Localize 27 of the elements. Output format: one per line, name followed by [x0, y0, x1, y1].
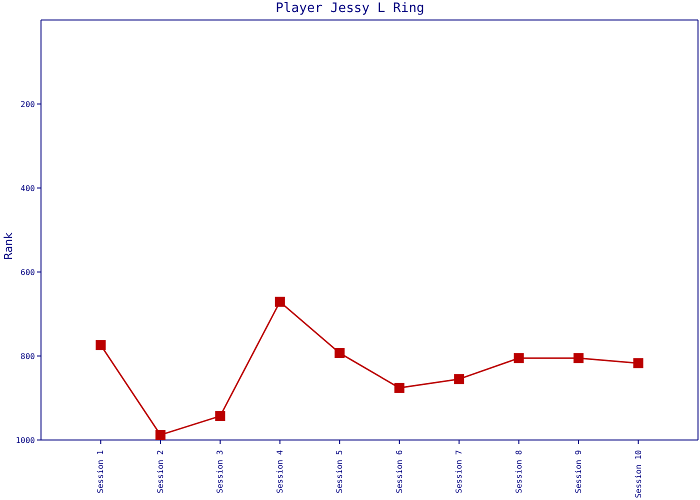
x-tick-label: Session 7	[454, 450, 464, 494]
point	[215, 411, 226, 422]
x-tick-label: Session 9	[574, 450, 584, 494]
point	[454, 374, 464, 384]
y-axis-title: Rank	[2, 232, 16, 260]
point	[574, 353, 584, 364]
point	[633, 358, 644, 368]
point	[394, 382, 404, 393]
point	[334, 348, 345, 358]
y-tick-label: 1000	[16, 436, 36, 445]
point	[274, 296, 285, 307]
point	[514, 353, 524, 364]
point	[96, 340, 106, 350]
y-tick-label: 200	[20, 100, 36, 109]
x-tick-label: Session 10	[634, 450, 643, 498]
point	[155, 430, 166, 440]
chart-title: Player Jessy L Ring	[274, 0, 426, 18]
x-tick-label: Session 4	[275, 450, 284, 494]
x-tick-label: Session 6	[394, 450, 404, 494]
x-tick-label: Session 5	[335, 450, 344, 494]
x-tick-label: Session 3	[216, 450, 225, 494]
x-tick-label: Session 2	[156, 450, 165, 494]
y-tick-label: 600	[20, 268, 36, 277]
x-tick-label: Session 8	[514, 450, 524, 494]
x-tick-label: Session 1	[96, 450, 106, 494]
y-tick-label: 800	[20, 352, 36, 361]
y-tick-label: 400	[20, 184, 36, 193]
